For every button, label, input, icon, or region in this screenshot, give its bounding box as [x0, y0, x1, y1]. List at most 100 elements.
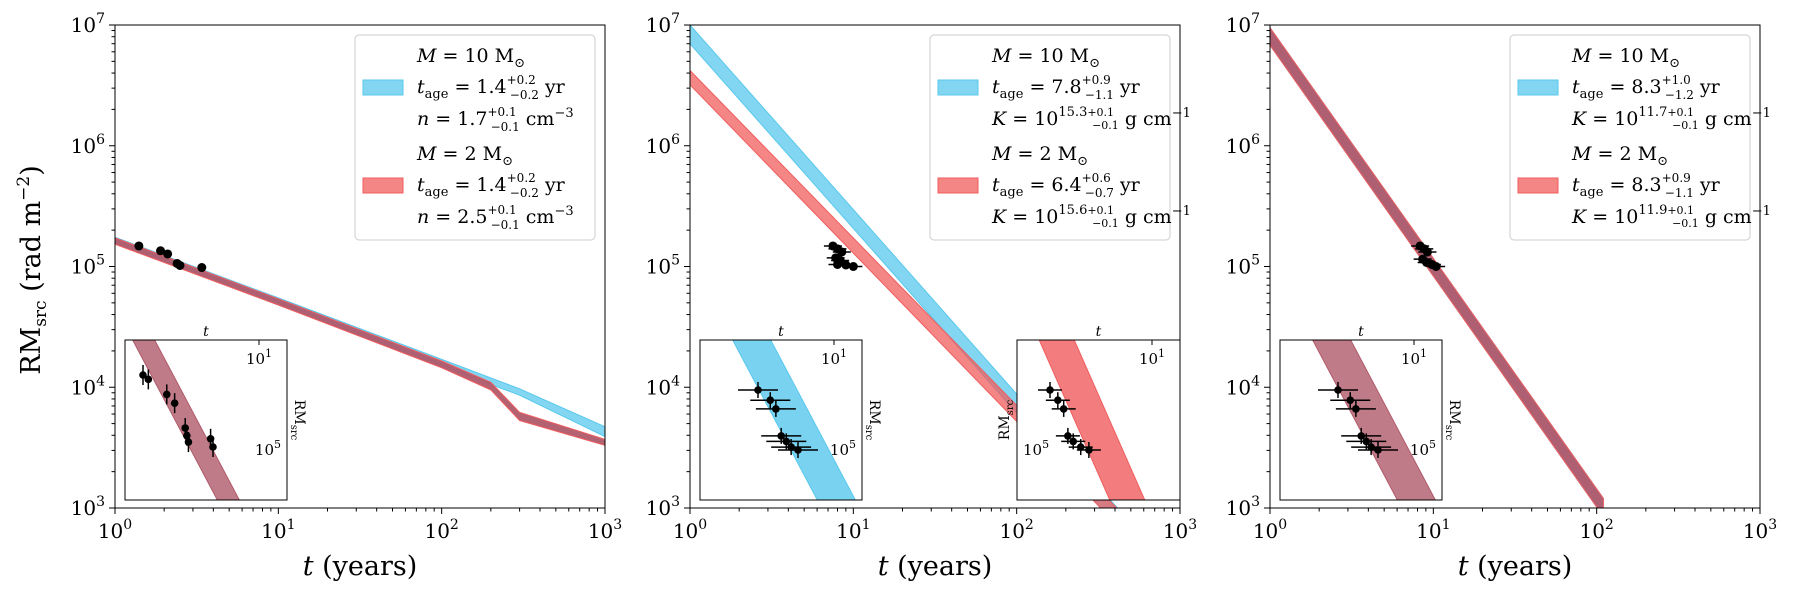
inset-y-tick: 105	[1023, 438, 1049, 459]
inset-point	[772, 405, 780, 413]
inset-2: t 101 105 RMsrc	[997, 324, 1181, 501]
inset-x-label: t	[1096, 324, 1102, 340]
inset-frame	[699, 339, 863, 501]
data-point	[1431, 262, 1441, 271]
data-point	[175, 260, 185, 270]
inset-x-label: t	[778, 324, 784, 340]
legend: M = 10 M⊙tage = 1.4+0.2 −0.2 yrn = 1.7+0.…	[354, 34, 596, 241]
x-axis-label: t (years)	[878, 551, 993, 582]
band-m2	[115, 237, 605, 446]
panel-left: 100 101 102 103 103 104 105 106 107 t (years) M = …	[71, 11, 623, 582]
inset-point	[1357, 432, 1366, 440]
inset-point	[754, 386, 762, 394]
inset-frame	[124, 339, 288, 501]
inset-point	[787, 443, 795, 451]
bands	[115, 236, 605, 446]
legend-mass: M = 10 M⊙	[991, 45, 1100, 71]
inset-point	[1064, 432, 1072, 440]
y-tick-label: 103	[646, 494, 680, 520]
inset-point	[766, 396, 775, 405]
data-point	[163, 249, 173, 259]
ticks: 100 101 102 103 103 104 105 106 107	[646, 11, 1198, 543]
inset-x-tick: 101	[1401, 347, 1427, 368]
inset-point	[1054, 396, 1062, 405]
y-tick-label: 106	[646, 132, 680, 158]
data-point	[848, 262, 858, 271]
x-tick-label: 103	[1163, 517, 1197, 543]
inset-point	[209, 443, 217, 451]
inset-x-label: t	[203, 324, 209, 340]
x-tick-label: 102	[999, 517, 1033, 543]
legend-param: K = 1011.7+0.1 −0.1 g cm−1	[1571, 105, 1771, 132]
inset-point	[181, 424, 190, 432]
panel-middle: 100 101 102 103 103 104 105 106 107 t (years) M = …	[646, 11, 1198, 582]
legend-tage: tage = 1.4+0.2 −0.2 yr	[417, 73, 566, 102]
legend-mass: M = 10 M⊙	[1571, 45, 1680, 71]
legend-mass: M = 2 M⊙	[416, 143, 513, 169]
inset-point	[1362, 437, 1371, 446]
ticks: 100 101 102 103 103 104 105 106 107	[1226, 11, 1778, 543]
legend-swatch	[362, 177, 404, 194]
inset-1: t 101 105 RMsrc	[1279, 324, 1462, 501]
data-points	[823, 241, 863, 271]
x-tick-label: 103	[1743, 517, 1777, 543]
inset-x-label: t	[1358, 324, 1364, 340]
inset-1: t 101 105 RMsrc	[124, 324, 307, 501]
y-tick-label: 105	[1226, 253, 1260, 279]
data-point	[841, 260, 851, 270]
panel-right: 100 101 102 103 103 104 105 106 107 t (years) M = …	[1226, 11, 1778, 582]
y-tick-label: 106	[71, 132, 105, 158]
legend-param: K = 1015.6+0.1 −0.1 g cm−1	[991, 203, 1191, 230]
inset-point	[1374, 446, 1382, 454]
legend-swatch	[1517, 79, 1559, 96]
legend-swatch	[362, 79, 404, 96]
inset-point	[794, 446, 802, 454]
legend-param: n = 1.7+0.1 −0.1 cm−3	[417, 105, 574, 134]
y-tick-label: 107	[646, 11, 680, 37]
inset-frame	[1279, 339, 1443, 501]
inset-point	[184, 438, 193, 446]
y-tick-label: 107	[1226, 11, 1260, 37]
legend-frame	[929, 34, 1171, 241]
x-tick-label: 100	[1253, 517, 1287, 543]
inset-y-tick: 105	[830, 438, 856, 459]
inset-point	[1346, 396, 1355, 405]
legend-tage: tage = 6.4+0.6 −0.7 yr	[992, 171, 1141, 200]
data-point	[1422, 247, 1432, 257]
inset-point	[1069, 437, 1078, 446]
x-tick-label: 100	[98, 517, 132, 543]
legend: M = 10 M⊙tage = 8.3+1.0 −1.2 yr K = 1011.7…	[1509, 34, 1771, 241]
inset-point	[1046, 386, 1054, 394]
y-tick-label: 106	[1226, 132, 1260, 158]
data-points	[1411, 241, 1446, 271]
inset-band	[132, 340, 240, 500]
inset-point	[1059, 405, 1068, 413]
x-tick-label: 100	[673, 517, 707, 543]
x-tick-label: 103	[588, 517, 622, 543]
ticks: 100 101 102 103 103 104 105 106 107	[71, 11, 623, 543]
inset-points	[1318, 382, 1398, 458]
legend-tage: tage = 1.4+0.2 −0.2 yr	[417, 171, 566, 200]
data-point	[134, 241, 144, 251]
data-point	[156, 246, 166, 256]
legend-frame	[1509, 34, 1751, 241]
y-axis-label: RMsrc (rad m−2)	[14, 165, 51, 375]
x-tick-label: 101	[1416, 517, 1450, 543]
inset-point	[139, 371, 147, 379]
legend-param: n = 2.5+0.1 −0.1 cm−3	[417, 203, 574, 232]
legend-frame	[354, 34, 596, 241]
inset-y-tick: 105	[1410, 438, 1436, 459]
inset-y-tick: 105	[255, 438, 281, 459]
x-tick-label: 102	[424, 517, 458, 543]
legend-mass: M = 2 M⊙	[1571, 143, 1668, 169]
inset-y-label: RMsrc	[1443, 400, 1462, 441]
inset-point	[1334, 386, 1342, 394]
inset-point	[183, 431, 191, 440]
legend-swatch	[1517, 177, 1559, 194]
inset-point	[1352, 405, 1360, 413]
data-point	[837, 247, 847, 257]
inset-x-tick: 101	[1139, 347, 1165, 368]
inset-1: t 101 105 RMsrc	[699, 324, 882, 501]
inset-points	[139, 365, 217, 457]
